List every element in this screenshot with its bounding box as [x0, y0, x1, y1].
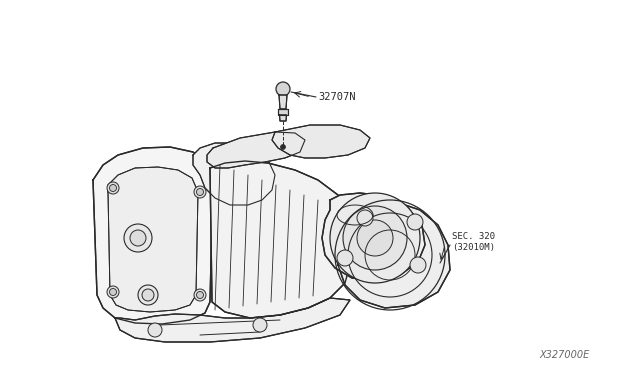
Circle shape [357, 220, 393, 256]
Polygon shape [279, 95, 287, 109]
Text: 32707N: 32707N [318, 92, 355, 102]
Polygon shape [335, 202, 450, 308]
Circle shape [407, 214, 423, 230]
Polygon shape [93, 147, 213, 324]
Text: SEC. 320
(32010M): SEC. 320 (32010M) [452, 232, 495, 252]
Circle shape [337, 250, 353, 266]
Circle shape [109, 289, 116, 295]
Circle shape [410, 257, 426, 273]
Circle shape [109, 185, 116, 192]
Circle shape [194, 186, 206, 198]
Circle shape [148, 323, 162, 337]
Circle shape [253, 318, 267, 332]
Polygon shape [207, 132, 305, 168]
Polygon shape [272, 125, 370, 158]
Circle shape [138, 285, 158, 305]
Circle shape [107, 182, 119, 194]
Circle shape [280, 144, 285, 150]
Text: X327000E: X327000E [540, 350, 590, 360]
Polygon shape [322, 193, 425, 280]
Circle shape [107, 286, 119, 298]
Circle shape [130, 230, 146, 246]
Circle shape [330, 193, 420, 283]
Polygon shape [108, 167, 198, 312]
Circle shape [142, 289, 154, 301]
Polygon shape [210, 161, 350, 318]
Polygon shape [280, 115, 287, 121]
Polygon shape [278, 109, 288, 115]
Circle shape [196, 292, 204, 298]
Circle shape [196, 189, 204, 196]
Polygon shape [193, 143, 275, 205]
Polygon shape [115, 298, 350, 342]
Circle shape [124, 224, 152, 252]
Circle shape [357, 210, 373, 226]
Circle shape [343, 206, 407, 270]
Circle shape [194, 289, 206, 301]
Circle shape [276, 82, 290, 96]
